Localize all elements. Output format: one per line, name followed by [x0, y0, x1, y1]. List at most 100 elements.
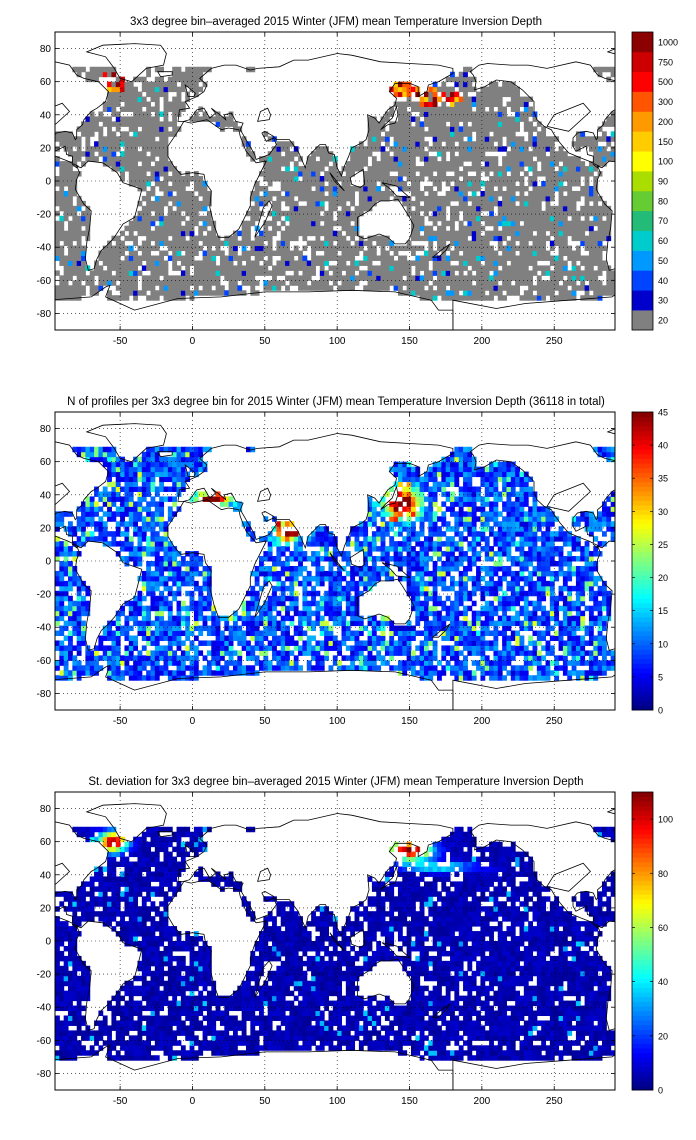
- heatmap-cell: [450, 205, 455, 212]
- heatmap-cell: [120, 96, 125, 103]
- heatmap-cell: [397, 185, 403, 192]
- heatmap-cell: [510, 166, 516, 172]
- heatmap-cell: [133, 501, 138, 507]
- heatmap-cell: [397, 146, 403, 152]
- heatmap-cell: [72, 171, 78, 177]
- heatmap-cell: [476, 295, 481, 301]
- heatmap-cell: [111, 456, 117, 463]
- heatmap-cell: [146, 575, 151, 582]
- heatmap-cell: [419, 106, 425, 112]
- heatmap-cell: [68, 146, 73, 152]
- heatmap-cell: [219, 501, 225, 507]
- heatmap-cell: [107, 476, 112, 483]
- heatmap-cell: [176, 106, 182, 112]
- heatmap-cell: [172, 290, 178, 296]
- heatmap-cell: [280, 640, 286, 646]
- heatmap-cell: [571, 225, 577, 232]
- heatmap-cell: [98, 665, 104, 671]
- heatmap-cell: [332, 195, 338, 202]
- heatmap-cell: [324, 215, 329, 222]
- heatmap-cell: [298, 275, 303, 281]
- heatmap-cell: [250, 620, 256, 627]
- heatmap-cell: [111, 280, 117, 286]
- heatmap-cell: [480, 235, 486, 242]
- heatmap-cell: [293, 171, 299, 177]
- heatmap-cell: [59, 185, 65, 192]
- heatmap-cell: [324, 161, 329, 167]
- heatmap-cell: [571, 260, 577, 266]
- heatmap-cell: [428, 116, 434, 122]
- heatmap-cell: [141, 156, 147, 162]
- heatmap-cell: [580, 275, 586, 281]
- heatmap-cell: [137, 270, 143, 276]
- heatmap-cell: [254, 235, 260, 242]
- heatmap-cell: [107, 630, 112, 636]
- heatmap-cell: [285, 176, 290, 182]
- heatmap-cell: [224, 121, 230, 127]
- heatmap-cell: [76, 595, 82, 602]
- heatmap-cell: [63, 561, 69, 567]
- heatmap-cell: [311, 285, 316, 291]
- heatmap-cell: [389, 260, 395, 266]
- heatmap-cell: [55, 541, 60, 547]
- heatmap-cell: [272, 516, 277, 522]
- heatmap-cell: [476, 121, 481, 127]
- heatmap-cell: [215, 665, 221, 671]
- heatmap-cell: [423, 151, 429, 157]
- heatmap-cell: [289, 205, 295, 212]
- heatmap-cell: [172, 501, 178, 507]
- heatmap-cell: [141, 81, 147, 88]
- heatmap-cell: [241, 630, 247, 636]
- heatmap-cell: [72, 580, 78, 587]
- heatmap-cell: [371, 285, 377, 291]
- heatmap-cell: [111, 146, 117, 152]
- heatmap-cell: [232, 625, 238, 632]
- heatmap-cell: [128, 280, 134, 286]
- heatmap-cell: [549, 280, 555, 286]
- heatmap-cell: [141, 481, 147, 487]
- heatmap-cell: [137, 215, 143, 222]
- heatmap-cell: [593, 151, 599, 157]
- heatmap-cell: [154, 466, 160, 473]
- heatmap-cell: [562, 280, 568, 286]
- heatmap-cell: [341, 176, 347, 182]
- heatmap-cell: [406, 185, 412, 192]
- heatmap-cell: [111, 106, 117, 112]
- heatmap-cell: [354, 245, 360, 252]
- heatmap-cell: [298, 630, 303, 636]
- heatmap-cell: [115, 285, 121, 291]
- heatmap-cell: [458, 260, 464, 266]
- heatmap-cell: [280, 625, 286, 632]
- heatmap-cell: [107, 665, 112, 671]
- heatmap-cell: [293, 531, 299, 537]
- heatmap-cell: [146, 551, 151, 557]
- heatmap-cell: [76, 620, 82, 627]
- heatmap-cell: [393, 151, 399, 157]
- heatmap-cell: [328, 200, 334, 207]
- heatmap-cell: [580, 225, 586, 232]
- heatmap-cell: [172, 285, 178, 291]
- heatmap-cell: [337, 185, 343, 192]
- heatmap-cell: [150, 531, 156, 537]
- heatmap-cell: [124, 461, 130, 468]
- heatmap-cell: [163, 225, 169, 232]
- heatmap-cell: [107, 645, 112, 651]
- heatmap-cell: [172, 210, 178, 217]
- heatmap-cell: [393, 176, 399, 182]
- heatmap-cell: [98, 151, 104, 157]
- heatmap-cell: [380, 280, 386, 286]
- heatmap-cell: [263, 161, 269, 167]
- heatmap-cell: [463, 195, 468, 202]
- heatmap-cell: [250, 645, 256, 651]
- heatmap-cell: [515, 265, 520, 271]
- heatmap-cell: [558, 156, 564, 162]
- heatmap-cell: [571, 290, 577, 296]
- heatmap-cell: [337, 270, 343, 276]
- heatmap-cell: [224, 260, 230, 266]
- heatmap-cell: [167, 215, 173, 222]
- heatmap-cell: [306, 220, 312, 227]
- heatmap-cell: [506, 270, 512, 276]
- heatmap-cell: [493, 280, 499, 286]
- heatmap-cell: [280, 650, 286, 656]
- heatmap-cell: [528, 195, 534, 202]
